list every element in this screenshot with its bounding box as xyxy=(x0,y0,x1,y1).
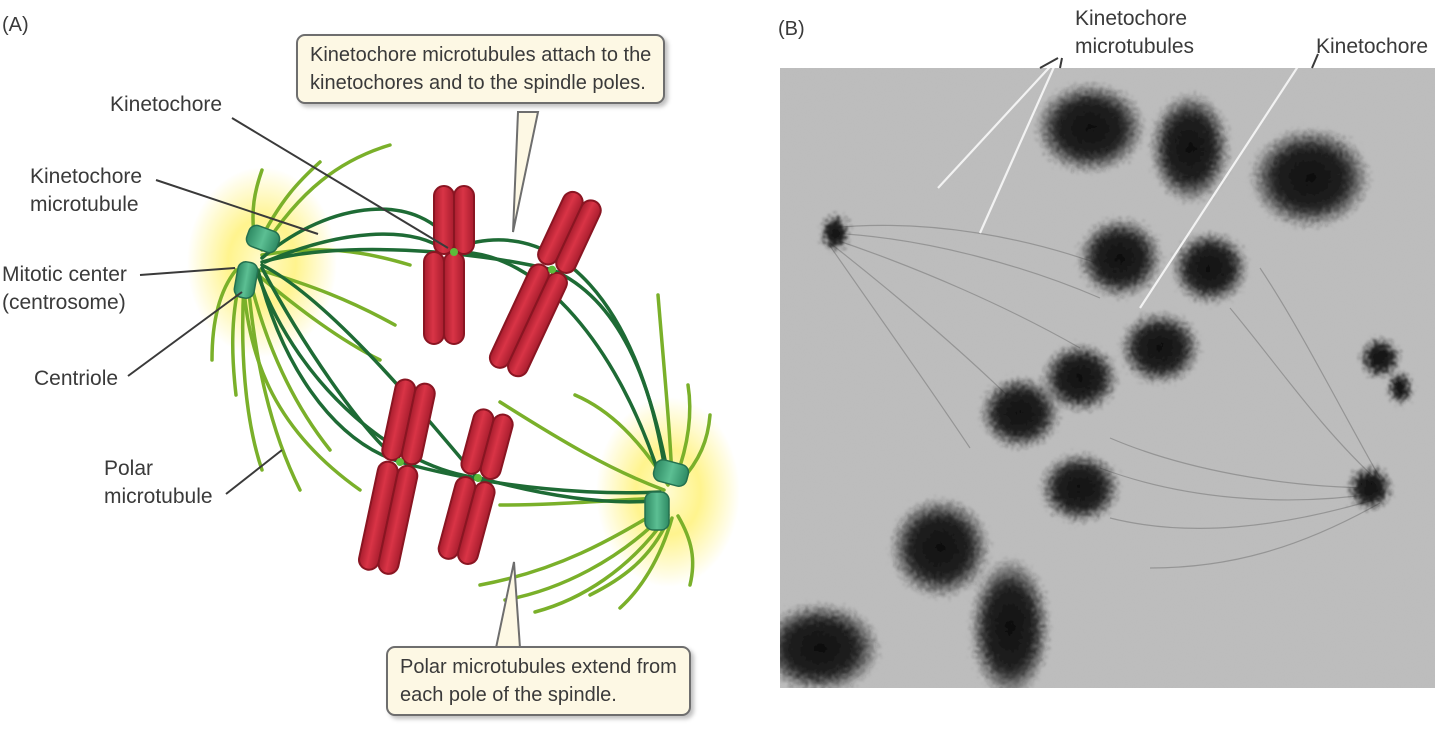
micrograph-image xyxy=(780,68,1435,688)
label-kinetochore: Kinetochore xyxy=(110,93,223,116)
left-centriole-pair xyxy=(233,224,281,299)
label-b-kinetochore: Kinetochore xyxy=(1316,35,1429,58)
chromosome-2 xyxy=(488,190,602,378)
callout-bottom-line-1: Polar microtubules extend from xyxy=(400,656,677,678)
callout-top-line-2: kinetochores and to the spindle poles. xyxy=(310,72,646,94)
callout-bottom-line-2: each pole of the spindle. xyxy=(400,684,617,706)
label-mitotic-center-line2: (centrosome) xyxy=(2,291,126,314)
label-polar-microtubule-line1: Polar xyxy=(104,457,154,480)
label-kinetochore-microtubule-line1: Kinetochore xyxy=(30,165,143,188)
callout-kinetochore-microtubules: Kinetochore microtubules attach to the k… xyxy=(296,34,666,104)
callout-polar-microtubules: Polar microtubules extend from each pole… xyxy=(386,646,691,716)
label-kinetochore-microtubule-line2: microtubule xyxy=(30,193,139,216)
label-b-kinetochore-microtubules-line2: microtubules xyxy=(1075,35,1195,58)
right-centriole-pair xyxy=(644,459,690,531)
label-b-kinetochore-microtubules-line1: Kinetochore xyxy=(1075,7,1188,30)
callout-top-pointer xyxy=(512,111,540,233)
chromosome-3 xyxy=(358,378,436,575)
spindle-diagram xyxy=(127,111,740,649)
leader-lines-a xyxy=(127,117,449,495)
kinetochore-microtubules xyxy=(256,207,670,504)
chromosome-1 xyxy=(423,185,475,345)
panel-b-label: (B) xyxy=(778,18,805,40)
electron-micrograph xyxy=(780,68,1435,688)
chromosome-4 xyxy=(437,408,514,565)
label-mitotic-center-line1: Mitotic center xyxy=(2,263,127,286)
callout-top-line-1: Kinetochore microtubules attach to the xyxy=(310,44,652,66)
panel-a-label: (A) xyxy=(2,14,29,36)
label-centriole: Centriole xyxy=(34,367,119,390)
polar-microtubules xyxy=(210,143,712,614)
label-polar-microtubule-line2: microtubule xyxy=(104,485,213,508)
